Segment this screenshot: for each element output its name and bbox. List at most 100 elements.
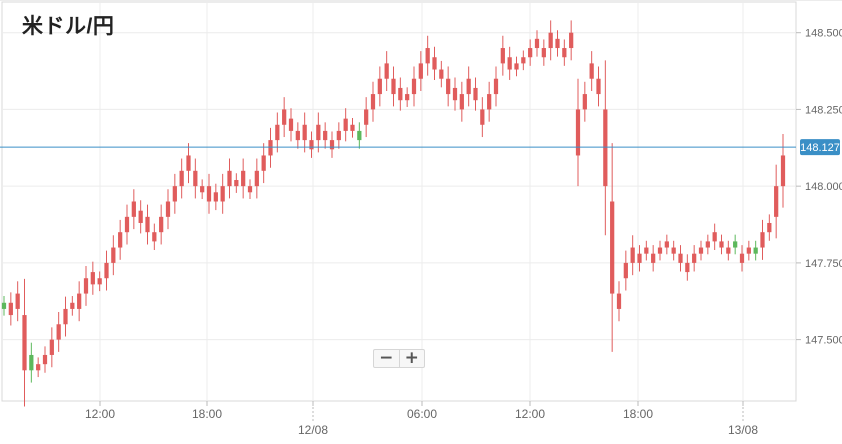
candle-down — [432, 57, 437, 70]
candle-down — [500, 48, 505, 64]
zoom-out-button[interactable]: − — [379, 348, 394, 368]
x-tick-label: 18:00 — [192, 407, 222, 421]
candle-down — [582, 94, 587, 110]
candle-down — [575, 109, 581, 156]
candle-down — [104, 262, 109, 279]
current-price-label: 148.127 — [800, 142, 840, 154]
candle-down — [131, 201, 136, 217]
candle-down — [780, 155, 786, 187]
candle-down — [316, 124, 321, 141]
candle-down — [247, 186, 253, 193]
candle-down — [630, 247, 635, 263]
candle-down — [295, 130, 300, 141]
candle-down — [698, 247, 704, 254]
candle-down — [234, 180, 239, 187]
candle-down — [49, 339, 54, 355]
current-price-layer: 148.127 — [0, 139, 840, 156]
candle-down — [651, 253, 656, 263]
candle-down — [671, 247, 676, 254]
candle-down — [562, 48, 567, 58]
candle-down — [261, 155, 266, 171]
candle-down — [302, 124, 307, 141]
candle-down — [364, 109, 369, 125]
candle-down — [384, 63, 389, 79]
candle-down — [418, 63, 423, 79]
candle-down — [83, 278, 89, 294]
y-tick-label: 148.500 — [805, 28, 842, 40]
candle-down — [644, 247, 649, 254]
candle-down — [282, 109, 287, 125]
candle-down — [678, 253, 683, 263]
candle-down — [8, 302, 13, 316]
candle-down — [22, 315, 27, 371]
candle-down — [329, 140, 335, 150]
chart-title: 米ドル/円 — [22, 15, 115, 38]
candle-down — [705, 241, 710, 248]
candle-down — [56, 324, 61, 340]
candle-down — [370, 94, 376, 110]
candle-down — [623, 262, 628, 279]
candle-down — [534, 38, 540, 49]
candle-down — [179, 170, 184, 187]
candle-down — [323, 130, 328, 141]
x-date-label: 13/08 — [728, 423, 758, 437]
candle-down — [343, 118, 348, 131]
candle-down — [206, 186, 212, 202]
zoom-control: − + — [373, 349, 425, 368]
candle-down — [473, 87, 478, 101]
candle-up — [29, 354, 34, 371]
plot-area — [1, 1, 797, 402]
candle-down — [439, 69, 444, 79]
candle-up — [733, 241, 738, 248]
x-tick-label: 12:00 — [515, 407, 545, 421]
candle-down — [220, 186, 225, 202]
x-tick-label: 06:00 — [407, 407, 437, 421]
candle-down — [172, 186, 177, 202]
candle-down — [193, 170, 198, 187]
candle-down — [42, 354, 48, 365]
candle-down — [152, 232, 157, 242]
candle-down — [138, 210, 143, 223]
candle-down — [452, 87, 458, 101]
candle-down — [541, 48, 546, 58]
candle-down — [685, 262, 690, 273]
candle-down — [664, 241, 669, 248]
candle-down — [726, 247, 731, 254]
candle-down — [589, 63, 594, 79]
candle-down — [405, 94, 410, 101]
candle-down — [268, 140, 273, 156]
zoom-divider — [398, 350, 400, 367]
candle-down — [657, 247, 663, 254]
candle-down — [719, 241, 724, 248]
candle-down — [446, 78, 451, 95]
candle-down — [466, 78, 471, 95]
candle-down — [159, 216, 164, 233]
x-tick-label: 12:00 — [85, 407, 115, 421]
grid-layer — [1, 1, 797, 402]
candle-down — [610, 201, 615, 294]
candle-down — [36, 364, 41, 371]
candle-down — [739, 253, 745, 263]
candle-down — [398, 87, 403, 101]
candle-down — [391, 78, 396, 95]
candle-up — [357, 130, 362, 141]
x-tick-label: 18:00 — [623, 407, 653, 421]
candle-down — [77, 293, 82, 309]
zoom-in-button[interactable]: + — [404, 348, 419, 368]
candle-down — [336, 130, 341, 141]
candle-down — [514, 63, 519, 70]
candle-down — [63, 308, 68, 325]
candle-down — [521, 57, 526, 64]
y-tick-label: 147.750 — [805, 258, 842, 270]
candle-down — [459, 94, 464, 110]
candle-down — [288, 118, 294, 131]
candle-down — [241, 170, 246, 187]
candle-down — [97, 278, 102, 285]
candle-down — [254, 170, 259, 187]
candle-down — [692, 253, 697, 263]
candle-down — [425, 48, 430, 64]
candle-down — [569, 32, 574, 49]
candle-down — [15, 293, 20, 309]
candle-down — [145, 216, 150, 233]
